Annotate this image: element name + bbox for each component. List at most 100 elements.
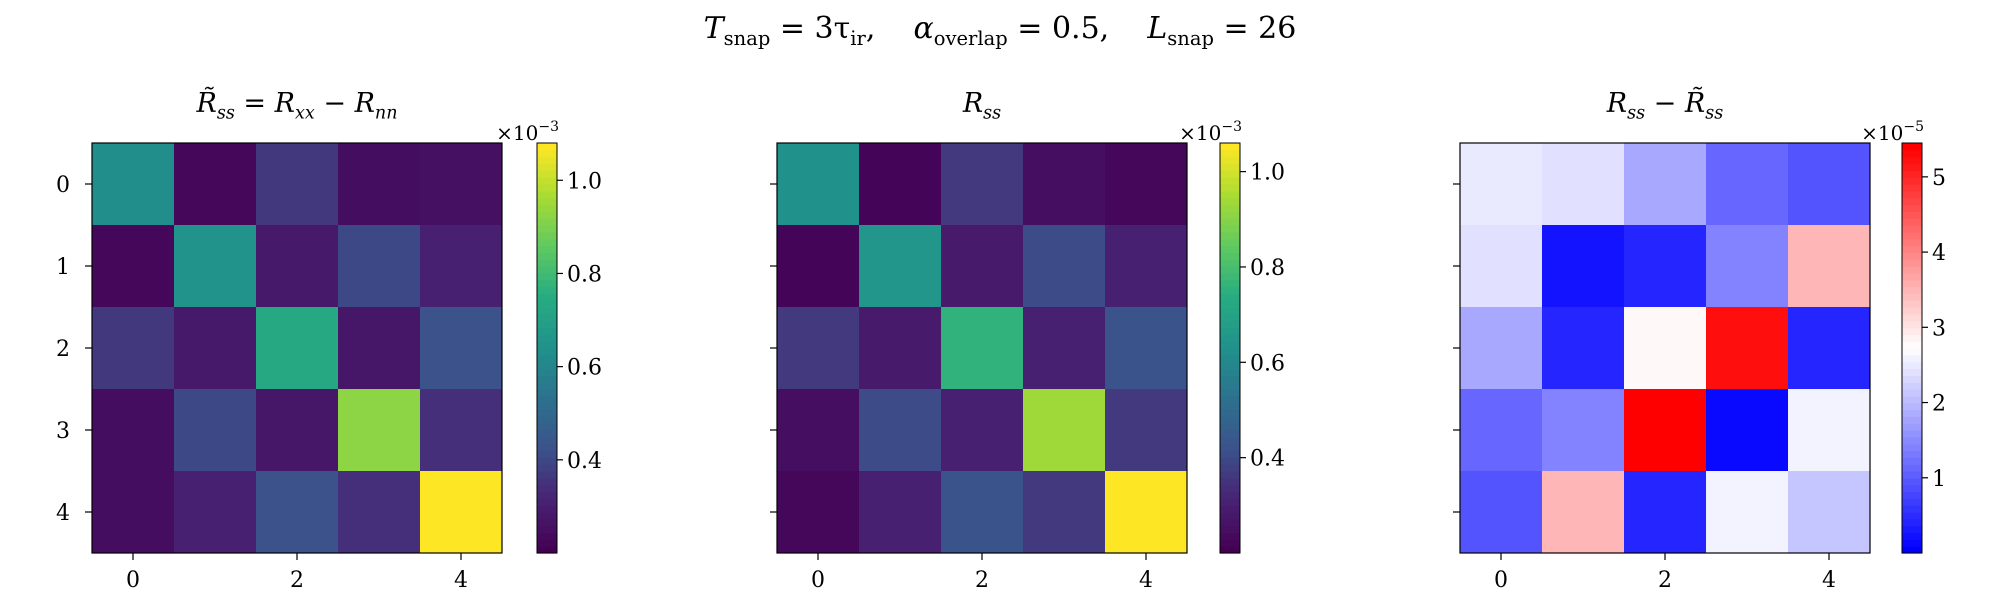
p1-title-c: R <box>274 88 295 119</box>
colorbar-2-segment <box>1220 252 1240 260</box>
p1-title-c-sub: xx <box>294 103 315 124</box>
colorbar-3-segment <box>1902 539 1922 547</box>
colorbar-1-segment <box>537 525 557 534</box>
title-t-val: = 3τ <box>770 11 851 46</box>
heatmap-1-ytick-label: 2 <box>56 337 70 362</box>
colorbar-1-segment <box>537 532 557 540</box>
heatmap-2-xtick-label: 2 <box>975 568 989 593</box>
colorbar-3-segment <box>1902 272 1922 281</box>
colorbar-2-segment <box>1220 177 1240 185</box>
colorbar-2-segment <box>1220 307 1240 315</box>
colorbar-1-segment <box>537 143 557 151</box>
colorbar-1-segment <box>537 334 557 342</box>
colorbar-3-segment <box>1902 238 1922 247</box>
colorbar-3-segment <box>1902 307 1922 315</box>
heatmap-2-xtick-label: 0 <box>811 568 825 593</box>
heatmap-1-cell <box>338 307 421 390</box>
title-t: T <box>703 11 724 46</box>
colorbar-3-segment <box>1902 443 1922 452</box>
colorbar-2-segment <box>1220 539 1240 547</box>
heatmap-3-cell <box>1542 225 1625 308</box>
p2-title-a: R <box>962 88 984 119</box>
colorbar-3-segment <box>1902 471 1922 479</box>
colorbar-1-segment <box>537 498 557 506</box>
heatmap-2-cell <box>1023 307 1106 390</box>
colorbar-1-segment <box>537 368 557 376</box>
colorbar-3-segment <box>1902 313 1922 322</box>
heatmap-1-cell <box>92 389 175 472</box>
colorbar-2-segment <box>1220 423 1240 431</box>
colorbar-1-segment <box>537 518 557 527</box>
colorbar-2-segment <box>1220 149 1240 158</box>
colorbar-1-tick-label: 1.0 <box>567 169 602 194</box>
colorbar-2-segment <box>1220 225 1240 233</box>
heatmap-2-cell <box>1023 389 1106 472</box>
heatmap-1-cell <box>420 225 503 308</box>
colorbar-3-segment <box>1902 423 1922 431</box>
heatmap-1-cell <box>174 471 257 554</box>
heatmap-2-cell <box>859 307 942 390</box>
colorbar-2-segment <box>1220 184 1240 192</box>
colorbar-2-segment <box>1220 450 1240 458</box>
heatmap-3-cell <box>1460 143 1543 226</box>
colorbar-2-segment <box>1220 293 1240 301</box>
colorbar-3-segment <box>1902 464 1922 472</box>
heatmap-1-cell <box>92 143 175 226</box>
heatmap-1-xtick-label: 2 <box>290 568 304 593</box>
colorbar-2-segment <box>1220 170 1240 178</box>
colorbar-1-segment <box>537 184 557 192</box>
colorbar-2-segment <box>1220 190 1240 199</box>
colorbar-3-segment <box>1902 409 1922 417</box>
colorbar-3-segment <box>1902 293 1922 301</box>
colorbar-2-segment <box>1220 518 1240 527</box>
heatmap-1-ytick-label: 3 <box>56 419 70 444</box>
title-l-sub: snap <box>1167 27 1214 50</box>
heatmap-3-cell <box>1624 471 1707 554</box>
colorbar-3-segment <box>1902 259 1922 267</box>
colorbar-1-segment <box>537 177 557 185</box>
colorbar-1-segment <box>537 484 557 493</box>
colorbar-1-segment <box>537 409 557 417</box>
colorbar-3-segment <box>1902 354 1922 363</box>
colorbar-3-tick-label: 1 <box>1932 467 1946 492</box>
colorbar-3-segment <box>1902 156 1922 165</box>
heatmap-1-xtick-label: 4 <box>454 568 468 593</box>
colorbar-3-segment <box>1902 389 1922 397</box>
heatmap-2-cell <box>941 307 1024 390</box>
heatmap-1-cell <box>92 471 175 554</box>
colorbar-3-tick-label: 3 <box>1932 316 1946 341</box>
heatmap-2-cell <box>1105 389 1188 472</box>
colorbar-3-segment <box>1902 225 1922 233</box>
colorbar-3-segment <box>1902 416 1922 424</box>
panel-2-title: Rss <box>777 84 1187 124</box>
colorbar-2-segment <box>1220 300 1240 308</box>
heatmap-3-cell <box>1460 225 1543 308</box>
colorbar-3-segment <box>1902 211 1922 219</box>
heatmap-3-cell <box>1788 389 1871 472</box>
colorbar-2-segment <box>1220 163 1240 171</box>
p3-title-b: − <box>1645 88 1685 119</box>
colorbar-1-segment <box>537 382 557 390</box>
colorbar-1-segment <box>537 279 557 288</box>
colorbar-3-segment <box>1902 143 1922 151</box>
colorbar-3-segment <box>1902 170 1922 178</box>
colorbar-1-segment <box>537 313 557 322</box>
heatmap-3-cell <box>1706 307 1789 390</box>
colorbar-1-segment <box>537 252 557 260</box>
p1-title-e: R <box>354 88 375 119</box>
colorbar-2-segment <box>1220 320 1240 329</box>
heatmap-2-cell <box>859 389 942 472</box>
colorbar-1-segment <box>537 149 557 158</box>
colorbar-2-segment <box>1220 416 1240 424</box>
heatmap-1-cell <box>174 389 257 472</box>
colorbar-1-segment <box>537 245 557 253</box>
heatmap-2-cell <box>1023 143 1106 226</box>
colorbar-3-segment <box>1902 498 1922 506</box>
colorbar-3-segment <box>1902 190 1922 199</box>
heatmap-3-xtick-label: 4 <box>1822 568 1836 593</box>
colorbar-1-segment <box>537 300 557 308</box>
colorbar-2-segment <box>1220 430 1240 438</box>
colorbar-2-frame <box>1219 142 1241 554</box>
colorbar-2-segment <box>1220 471 1240 479</box>
